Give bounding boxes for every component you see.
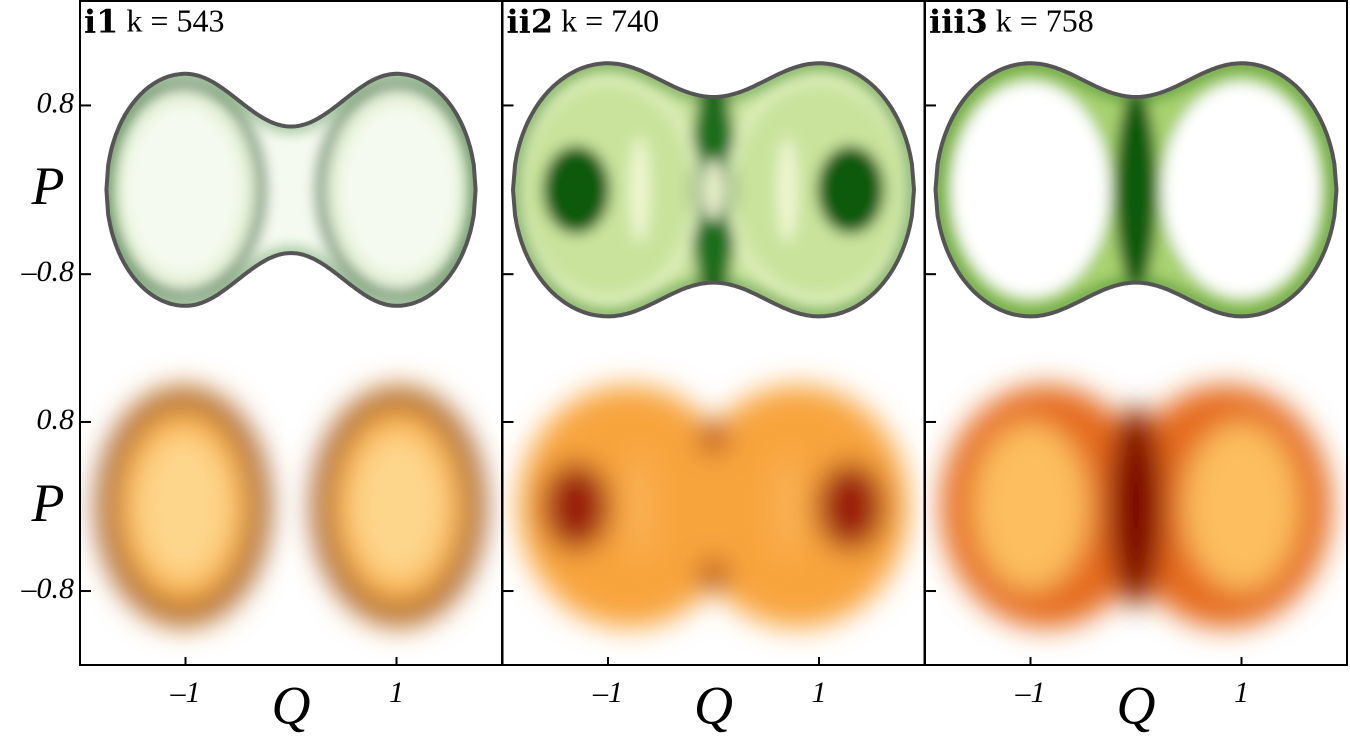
density [351,432,447,581]
panel-label: iii3 [929,3,988,41]
boundary [104,71,478,308]
x-tick-label: –1 [170,676,201,709]
x-tick-label: –1 [592,676,623,709]
panel-frame [924,0,1348,666]
density [315,79,476,301]
boundary [510,61,917,319]
density [776,137,798,243]
density-layer [940,385,1332,628]
panel-title: k = 758 [996,2,1094,38]
x-axis-label: Q [272,675,311,735]
density [1108,406,1164,607]
x-axis-label: Q [1117,675,1156,735]
density [98,390,268,623]
panel-label: ii2 [507,3,554,41]
density [948,79,1113,301]
x-tick-label: 1 [812,676,827,709]
y-tick-label: 0.8 [37,86,75,119]
density [687,385,909,628]
y-axis-label: P [31,473,65,533]
density [135,432,231,581]
density [629,453,651,560]
husimi-map [518,385,909,628]
x-axis-label: Q [694,675,733,735]
panel-label: i1 [84,3,118,41]
density [117,97,250,283]
density [514,75,702,305]
husimi-map [96,385,486,628]
x-tick-label: 1 [389,676,404,709]
boundary [933,61,1339,319]
density [1114,89,1158,291]
density [776,453,798,560]
y-tick-label: –0.8 [21,255,75,288]
density [1156,75,1327,304]
density [816,462,885,551]
y-axis-label: P [31,156,65,216]
density [629,137,651,243]
density-layer [518,385,909,628]
density [1159,79,1324,301]
density [725,75,913,305]
density [106,79,267,301]
y-tick-label: 0.8 [37,403,75,436]
density [972,422,1089,591]
density [705,158,722,222]
density [945,75,1116,304]
density [542,462,611,551]
density [542,145,611,235]
panel-title: k = 543 [126,2,224,38]
panel-title: k = 740 [561,2,659,38]
y-tick-label: –0.8 [21,572,75,605]
x-tick-label: 1 [1234,676,1249,709]
density [314,390,484,623]
density-layer [96,385,486,628]
density [816,145,885,235]
density [699,421,728,454]
density [1183,422,1300,591]
density [518,385,740,628]
density [332,97,465,283]
density [699,559,728,592]
x-tick-label: –1 [1015,676,1046,709]
husimi-map [940,385,1332,628]
